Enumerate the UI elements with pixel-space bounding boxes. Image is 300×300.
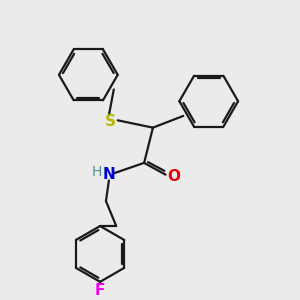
Text: N: N: [103, 167, 115, 182]
Text: O: O: [167, 169, 180, 184]
Text: H: H: [92, 165, 102, 179]
Text: S: S: [105, 114, 116, 129]
Text: F: F: [95, 283, 105, 298]
